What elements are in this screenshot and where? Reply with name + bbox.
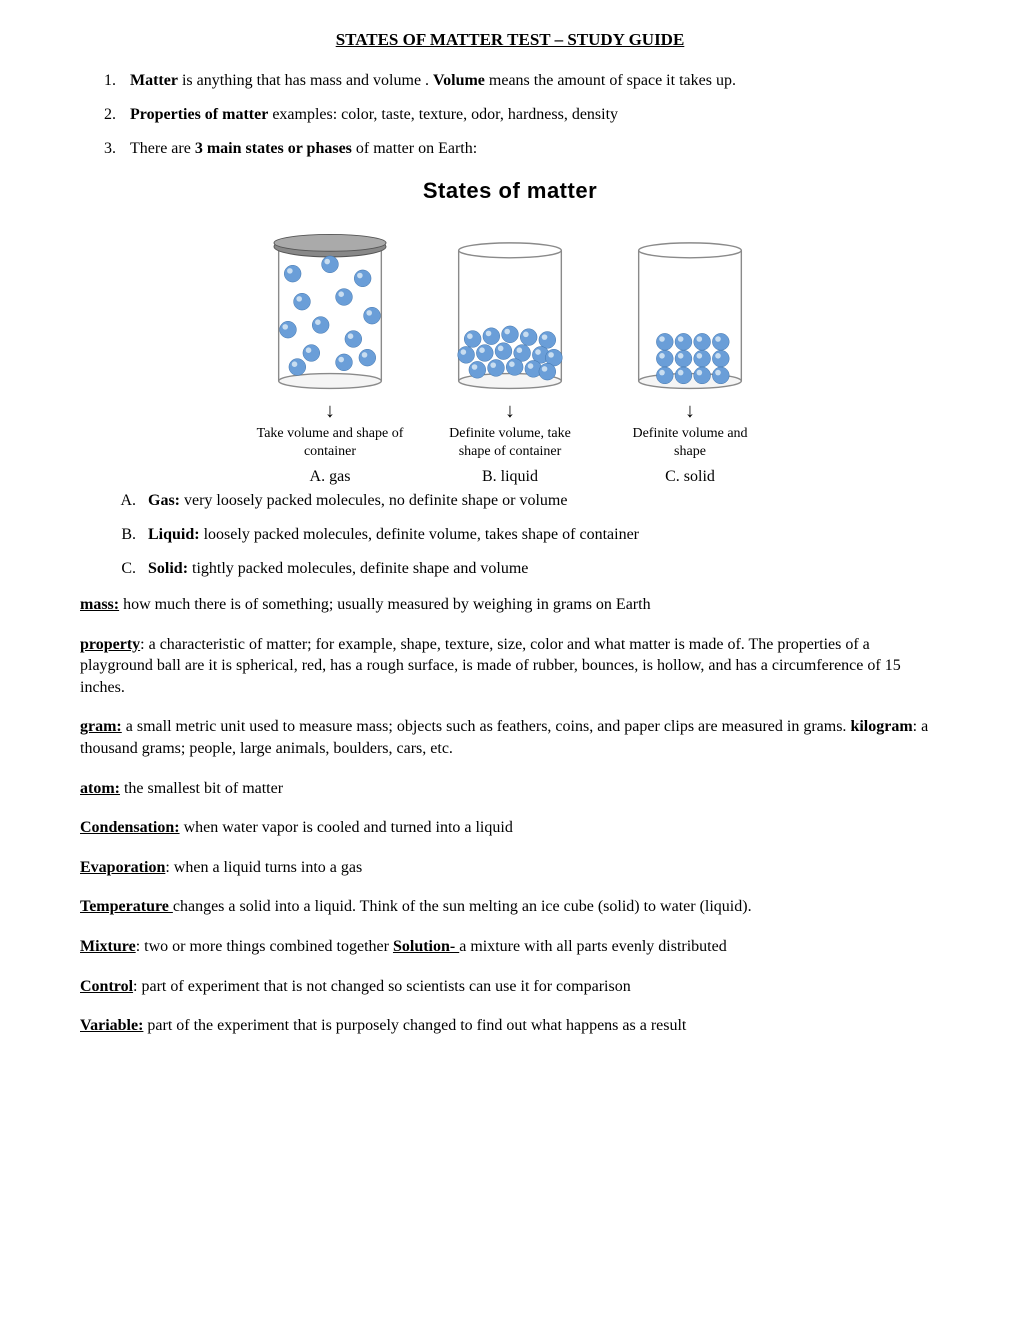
term-states: 3 main states or phases	[195, 140, 352, 157]
term-property: property	[80, 636, 140, 653]
jars-row: ↓Take volume and shape of container↓Defi…	[80, 226, 940, 460]
text: a mixture with all parts evenly distribu…	[459, 938, 727, 955]
diagram-title: States of matter	[80, 178, 940, 204]
def-control: Control: part of experiment that is not …	[80, 976, 940, 998]
sub-list: Gas: very loosely packed molecules, no d…	[80, 492, 940, 578]
term-matter: Matter	[130, 72, 178, 89]
arrow-down-icon: ↓	[325, 400, 335, 423]
term-condensation: Condensation:	[80, 819, 180, 836]
jar-caption: Take volume and shape of container	[255, 425, 405, 460]
def-mixture: Mixture: two or more things combined tog…	[80, 936, 940, 958]
state-label: C. solid	[615, 468, 765, 486]
term-solution: Solution-	[393, 938, 459, 955]
def-gram: gram: a small metric unit used to measur…	[80, 716, 940, 759]
def-variable: Variable: part of the experiment that is…	[80, 1015, 940, 1037]
term-kilogram: kilogram	[850, 718, 912, 735]
def-atom: atom: the smallest bit of matter	[80, 778, 940, 800]
text: part of the experiment that is purposely…	[143, 1017, 686, 1034]
text: a small metric unit used to measure mass…	[122, 718, 851, 735]
jar-icon	[260, 226, 400, 396]
term-evaporation: Evaporation	[80, 859, 165, 876]
term-gram: gram:	[80, 718, 122, 735]
text: There are	[130, 140, 195, 157]
def-mass: mass: how much there is of something; us…	[80, 594, 940, 616]
page-title: STATES OF MATTER TEST – STUDY GUIDE	[80, 30, 940, 50]
text: the smallest bit of matter	[120, 780, 283, 797]
states-diagram: States of matter ↓Take volume and shape …	[80, 178, 940, 486]
jar-caption: Definite volume and shape	[615, 425, 765, 460]
list-item-3: There are 3 main states or phases of mat…	[120, 140, 940, 158]
jar-caption: Definite volume, take shape of container	[435, 425, 585, 460]
text: is anything that has mass and volume .	[178, 72, 433, 89]
state-label: A. gas	[255, 468, 405, 486]
text: how much there is of something; usually …	[119, 596, 650, 613]
jar-icon	[440, 226, 580, 396]
text: : when a liquid turns into a gas	[165, 859, 362, 876]
sub-item-solid: Solid: tightly packed molecules, definit…	[140, 560, 940, 578]
def-temperature: Temperature changes a solid into a liqui…	[80, 896, 940, 918]
term-mixture: Mixture	[80, 938, 136, 955]
jar-icon	[620, 226, 760, 396]
text: very loosely packed molecules, no defini…	[180, 492, 567, 509]
def-condensation: Condensation: when water vapor is cooled…	[80, 817, 940, 839]
term-properties: Properties of matter	[130, 106, 268, 123]
text: of matter on Earth:	[352, 140, 477, 157]
list-item-2: Properties of matter examples: color, ta…	[120, 106, 940, 124]
text: : part of experiment that is not changed…	[133, 978, 631, 995]
sub-item-gas: Gas: very loosely packed molecules, no d…	[140, 492, 940, 510]
text: examples: color, taste, texture, odor, h…	[268, 106, 618, 123]
main-numbered-list: Matter is anything that has mass and vol…	[80, 72, 940, 158]
state-label: B. liquid	[435, 468, 585, 486]
list-item-1: Matter is anything that has mass and vol…	[120, 72, 940, 90]
jar-column: ↓Definite volume, take shape of containe…	[435, 226, 585, 460]
jar-column: ↓Definite volume and shape	[615, 226, 765, 460]
def-evaporation: Evaporation: when a liquid turns into a …	[80, 857, 940, 879]
arrow-down-icon: ↓	[505, 400, 515, 423]
sub-item-liquid: Liquid: loosely packed molecules, defini…	[140, 526, 940, 544]
def-property: property: a characteristic of matter; fo…	[80, 634, 940, 699]
state-labels-row: A. gas B. liquid C. solid	[80, 468, 940, 486]
text: when water vapor is cooled and turned in…	[180, 819, 513, 836]
text: means the amount of space it takes up.	[485, 72, 736, 89]
term-atom: atom:	[80, 780, 120, 797]
term-control: Control	[80, 978, 133, 995]
text: changes a solid into a liquid. Think of …	[173, 898, 752, 915]
term-solid: Solid:	[148, 560, 188, 577]
jar-column: ↓Take volume and shape of container	[255, 226, 405, 460]
term-mass: mass:	[80, 596, 119, 613]
term-gas: Gas:	[148, 492, 180, 509]
text: loosely packed molecules, definite volum…	[200, 526, 639, 543]
arrow-down-icon: ↓	[685, 400, 695, 423]
term-temperature: Temperature	[80, 898, 173, 915]
text: tightly packed molecules, definite shape…	[188, 560, 528, 577]
term-variable: Variable:	[80, 1017, 143, 1034]
term-volume: Volume	[433, 72, 485, 89]
text: : a characteristic of matter; for exampl…	[80, 636, 901, 696]
text: : two or more things combined together	[136, 938, 393, 955]
term-liquid: Liquid:	[148, 526, 200, 543]
